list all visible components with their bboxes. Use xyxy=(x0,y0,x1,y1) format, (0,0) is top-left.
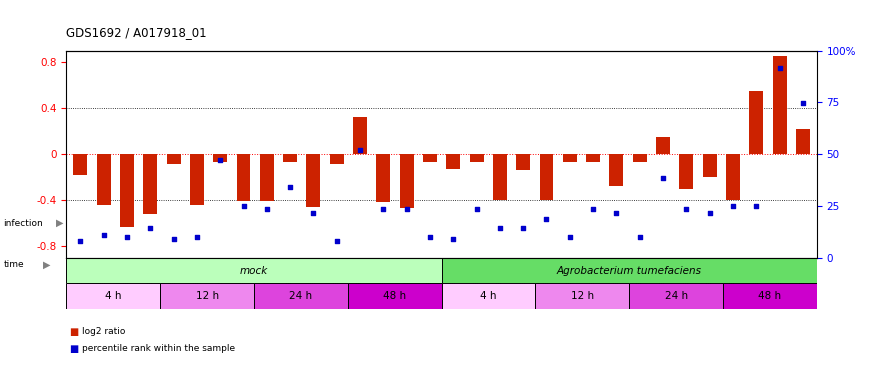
Bar xyxy=(610,154,623,186)
Text: ■: ■ xyxy=(69,344,78,354)
Bar xyxy=(629,284,723,309)
Point xyxy=(610,210,624,216)
Point xyxy=(96,232,111,238)
Point xyxy=(283,184,297,190)
Point xyxy=(143,225,158,231)
Point xyxy=(166,236,181,242)
Point xyxy=(236,202,250,208)
Point xyxy=(470,206,484,212)
Point xyxy=(796,100,810,106)
Text: 4 h: 4 h xyxy=(481,291,496,302)
Bar xyxy=(750,91,763,154)
Bar xyxy=(213,154,227,162)
Text: 12 h: 12 h xyxy=(571,291,594,302)
Bar xyxy=(703,154,717,177)
Point xyxy=(423,234,437,240)
Text: infection: infection xyxy=(4,219,43,228)
Bar xyxy=(535,284,629,309)
Bar xyxy=(446,154,460,169)
Bar xyxy=(283,154,297,162)
Point xyxy=(493,225,507,231)
Bar xyxy=(353,117,367,154)
Text: ■: ■ xyxy=(69,327,78,337)
Text: ▶: ▶ xyxy=(56,218,63,228)
Point xyxy=(446,236,460,242)
Point xyxy=(73,238,88,244)
Text: time: time xyxy=(4,260,24,269)
Bar xyxy=(330,154,343,165)
Text: Agrobacterium tumefaciens: Agrobacterium tumefaciens xyxy=(557,266,702,276)
Bar xyxy=(400,154,413,208)
Point xyxy=(213,157,227,163)
Bar xyxy=(190,154,204,205)
Text: 48 h: 48 h xyxy=(383,291,406,302)
Bar xyxy=(160,284,254,309)
Bar xyxy=(726,154,740,200)
Bar xyxy=(470,154,483,162)
Bar xyxy=(723,284,817,309)
Text: 12 h: 12 h xyxy=(196,291,219,302)
Point xyxy=(750,202,764,208)
Point xyxy=(516,225,530,231)
Point xyxy=(353,147,367,153)
Point xyxy=(376,206,390,212)
Bar xyxy=(796,129,810,154)
Bar xyxy=(442,284,535,309)
Point xyxy=(656,175,670,181)
Bar xyxy=(376,154,390,203)
Bar xyxy=(254,284,348,309)
Point xyxy=(726,202,740,208)
Point xyxy=(680,206,694,212)
Bar xyxy=(680,154,693,189)
Bar xyxy=(66,284,160,309)
Bar xyxy=(348,284,442,309)
Point xyxy=(189,234,204,240)
Point xyxy=(306,210,320,216)
Point xyxy=(540,216,554,222)
Text: 48 h: 48 h xyxy=(758,291,781,302)
Text: mock: mock xyxy=(240,266,268,276)
Point xyxy=(586,206,600,212)
Text: log2 ratio: log2 ratio xyxy=(82,327,126,336)
Bar xyxy=(563,154,577,162)
Bar xyxy=(516,154,530,170)
Bar xyxy=(423,154,437,162)
Point xyxy=(633,234,647,240)
Text: 4 h: 4 h xyxy=(105,291,121,302)
Bar xyxy=(236,154,250,201)
Point xyxy=(119,234,134,240)
Point xyxy=(703,210,717,216)
Bar xyxy=(120,154,134,226)
Bar xyxy=(656,137,670,154)
Point xyxy=(563,234,577,240)
Bar xyxy=(260,154,273,201)
Bar xyxy=(442,258,817,284)
Bar xyxy=(96,154,111,205)
Text: 24 h: 24 h xyxy=(289,291,312,302)
Bar xyxy=(773,56,787,154)
Bar xyxy=(143,154,158,214)
Bar xyxy=(66,258,442,284)
Text: percentile rank within the sample: percentile rank within the sample xyxy=(82,344,235,353)
Bar xyxy=(493,154,507,200)
Point xyxy=(259,206,273,212)
Bar xyxy=(73,154,88,175)
Bar xyxy=(540,154,553,200)
Text: ▶: ▶ xyxy=(43,260,50,269)
Text: 24 h: 24 h xyxy=(665,291,688,302)
Point xyxy=(773,64,787,70)
Bar xyxy=(166,154,181,165)
Bar xyxy=(633,154,647,162)
Text: GDS1692 / A017918_01: GDS1692 / A017918_01 xyxy=(66,26,207,39)
Bar xyxy=(586,154,600,162)
Point xyxy=(399,206,413,212)
Bar xyxy=(306,154,320,207)
Point xyxy=(329,238,343,244)
